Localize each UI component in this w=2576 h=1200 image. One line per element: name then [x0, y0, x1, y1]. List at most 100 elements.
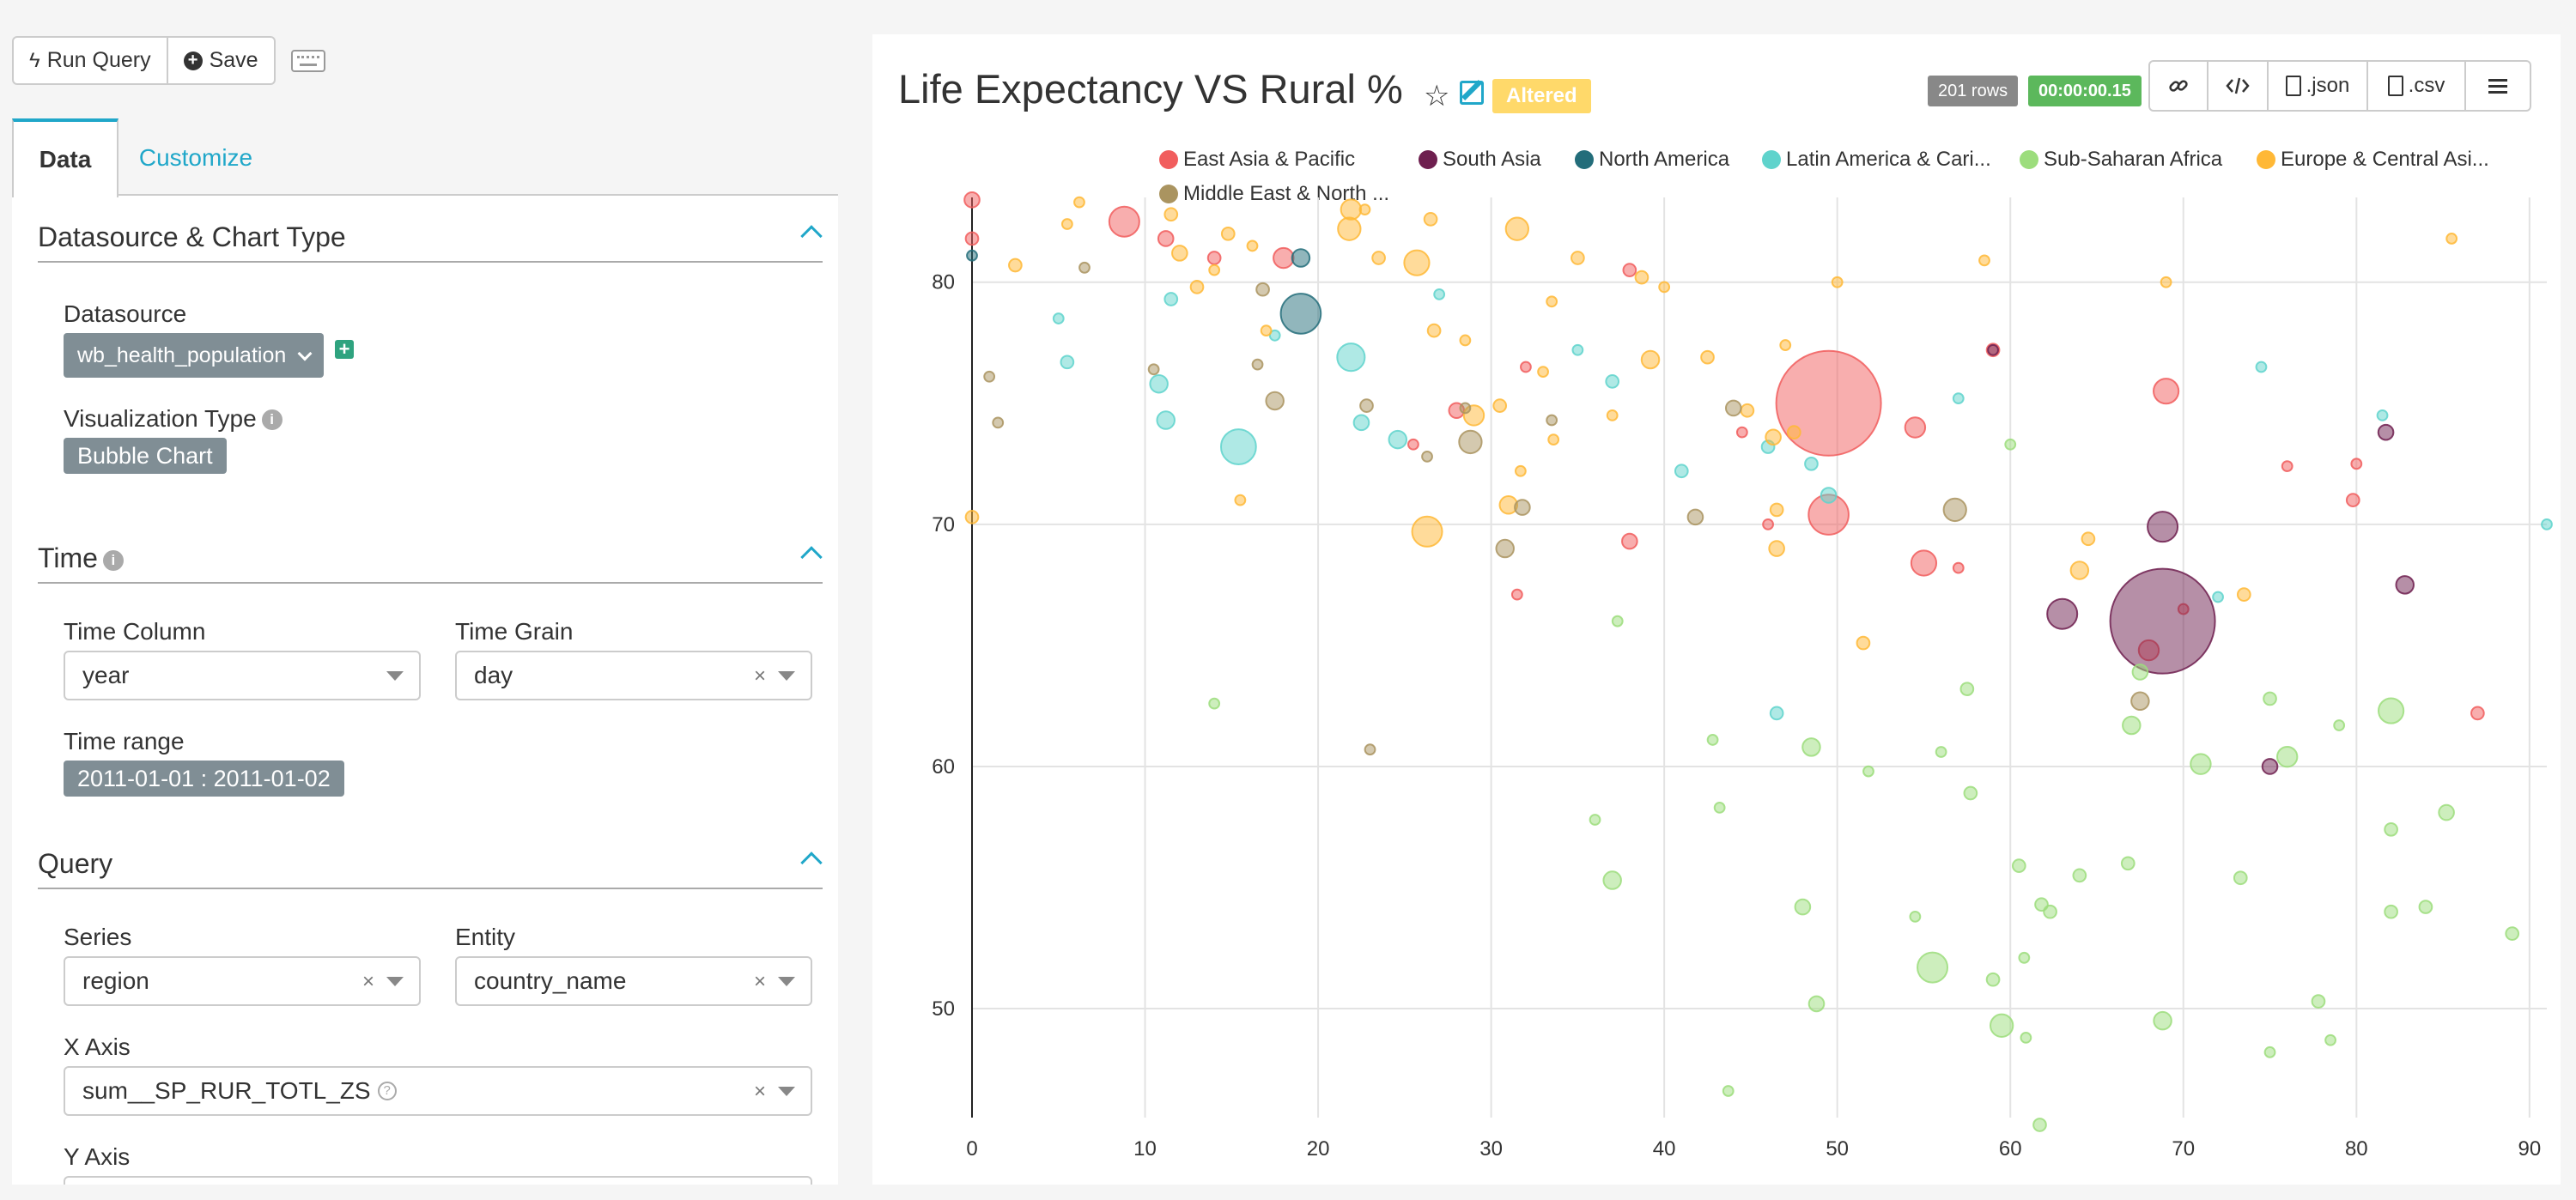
bubble-point — [2130, 691, 2150, 712]
bubble-point — [1762, 518, 1774, 530]
datasource-label: Datasource — [64, 300, 187, 327]
bubble-point — [1765, 428, 1782, 446]
bubble-point — [1388, 429, 1408, 450]
clear-icon[interactable]: × — [753, 1080, 766, 1103]
bubble-point — [2263, 691, 2277, 706]
export-csv-button[interactable]: .csv — [2366, 60, 2466, 112]
entity-select[interactable]: country_name × — [455, 956, 812, 1006]
export-csv-label: .csv — [2408, 74, 2445, 97]
legend-item[interactable]: Latin America & Cari... — [1762, 148, 1991, 172]
bubble-point — [1935, 746, 1947, 758]
bubble-point — [2324, 1033, 2336, 1046]
section-query-header[interactable]: Query — [38, 845, 823, 889]
bubble-point — [1862, 765, 1874, 778]
star-icon[interactable]: ☆ — [1424, 80, 1450, 112]
legend-item[interactable]: Sub-Saharan Africa — [2020, 148, 2222, 172]
bubble-point — [2445, 233, 2458, 245]
bubble-point — [1495, 538, 1515, 559]
legend-swatch — [1159, 185, 1178, 203]
bubble-point — [1403, 249, 1431, 276]
legend-item[interactable]: North America — [1575, 148, 1729, 172]
bubble-point — [2541, 518, 2553, 530]
keyboard-icon[interactable] — [290, 49, 325, 72]
bubble-point — [1831, 276, 1844, 288]
bubble-point — [1504, 216, 1529, 241]
clear-icon[interactable]: × — [753, 664, 766, 688]
chevron-up-icon[interactable] — [800, 225, 823, 247]
bubble-point — [1156, 410, 1176, 430]
link-icon-glyph — [2169, 80, 2188, 92]
add-datasource-icon[interactable]: + — [335, 340, 354, 359]
bubble-point — [1157, 230, 1175, 247]
bubble-point — [1407, 438, 1419, 451]
export-json-button[interactable]: .json — [2267, 60, 2368, 112]
question-icon[interactable]: ? — [377, 1082, 397, 1100]
bubble-point — [1189, 280, 1205, 294]
bubble-point — [2147, 511, 2179, 543]
bubble-point — [2376, 409, 2389, 421]
legend-label: Latin America & Cari... — [1786, 148, 1991, 171]
legend-item[interactable]: South Asia — [1419, 148, 1541, 172]
y-tick-label: 50 — [932, 997, 955, 1021]
bubble-point — [2470, 706, 2485, 721]
series-select[interactable]: region × — [64, 956, 421, 1006]
bubble-point — [1602, 870, 1622, 890]
bubble-point — [963, 191, 981, 209]
y-axis-select[interactable] — [64, 1176, 812, 1185]
time-range-selector[interactable]: 2011-01-01 : 2011-01-02 — [64, 761, 344, 797]
altered-badge[interactable]: Altered — [1492, 79, 1591, 113]
section-time-header[interactable]: Time i — [38, 539, 823, 584]
bubble-point — [2395, 575, 2415, 595]
bolt-icon: ϟ — [29, 48, 40, 72]
bubble-point — [1910, 549, 1938, 577]
bubble-point — [2190, 753, 2212, 775]
bubble-point — [1291, 248, 1311, 268]
run-query-button[interactable]: ϟ Run Query — [12, 36, 168, 85]
bubble-point — [1423, 212, 1438, 227]
chevron-up-icon[interactable] — [800, 546, 823, 568]
tab-data[interactable]: Data — [12, 118, 118, 197]
bubble-point — [1801, 737, 1821, 757]
tab-customize[interactable]: Customize — [138, 144, 253, 171]
legend-label: Europe & Central Asi... — [2281, 148, 2489, 171]
save-button[interactable]: + Save — [167, 36, 276, 85]
legend-item[interactable]: Europe & Central Asi... — [2257, 148, 2489, 172]
bubble-point — [1942, 497, 1967, 523]
query-time-badge: 00:00:00.15 — [2028, 76, 2142, 106]
viz-type-label: Visualization Type i — [64, 405, 283, 433]
time-grain-select[interactable]: day × — [455, 651, 812, 700]
x-tick-label: 80 — [2345, 1137, 2368, 1161]
bubble-point — [1985, 972, 2001, 987]
bubble-point — [1605, 374, 1620, 389]
bubble-point — [1340, 198, 1363, 221]
bubble-point — [2263, 1045, 2276, 1058]
time-column-select[interactable]: year — [64, 651, 421, 700]
time-grain-value: day — [474, 662, 513, 688]
bubble-point — [2377, 423, 2395, 441]
legend-item[interactable]: East Asia & Pacific — [1159, 148, 1355, 172]
x-tick-label: 90 — [2518, 1137, 2541, 1161]
series-label: Series — [64, 924, 132, 950]
chevron-up-icon[interactable] — [800, 852, 823, 874]
clear-icon[interactable]: × — [753, 970, 766, 993]
bubble-point — [1658, 281, 1671, 294]
bubble-point — [2233, 870, 2248, 886]
bubble-point — [2438, 803, 2455, 821]
legend-label: South Asia — [1443, 148, 1541, 171]
section-datasource-header[interactable]: Datasource & Chart Type — [38, 218, 823, 263]
viz-type-selector[interactable]: Bubble Chart — [64, 438, 227, 474]
x-tick-label: 30 — [1479, 1137, 1503, 1161]
code-icon[interactable] — [2207, 60, 2269, 112]
x-axis-select[interactable]: sum__SP_RUR_TOTL_ZS? × — [64, 1066, 812, 1116]
datasource-selector[interactable]: wb_health_population — [64, 333, 325, 378]
edit-icon[interactable] — [1460, 81, 1484, 105]
legend-swatch — [1419, 150, 1437, 169]
legend-swatch — [2020, 150, 2038, 169]
bubble-point — [1359, 398, 1374, 413]
bubble-point — [1433, 288, 1446, 300]
menu-icon[interactable] — [2464, 60, 2531, 112]
bubble-point — [1904, 416, 1927, 439]
bubble-point — [1426, 323, 1442, 338]
clear-icon[interactable]: × — [361, 970, 374, 993]
bubble-point — [1952, 561, 1965, 574]
